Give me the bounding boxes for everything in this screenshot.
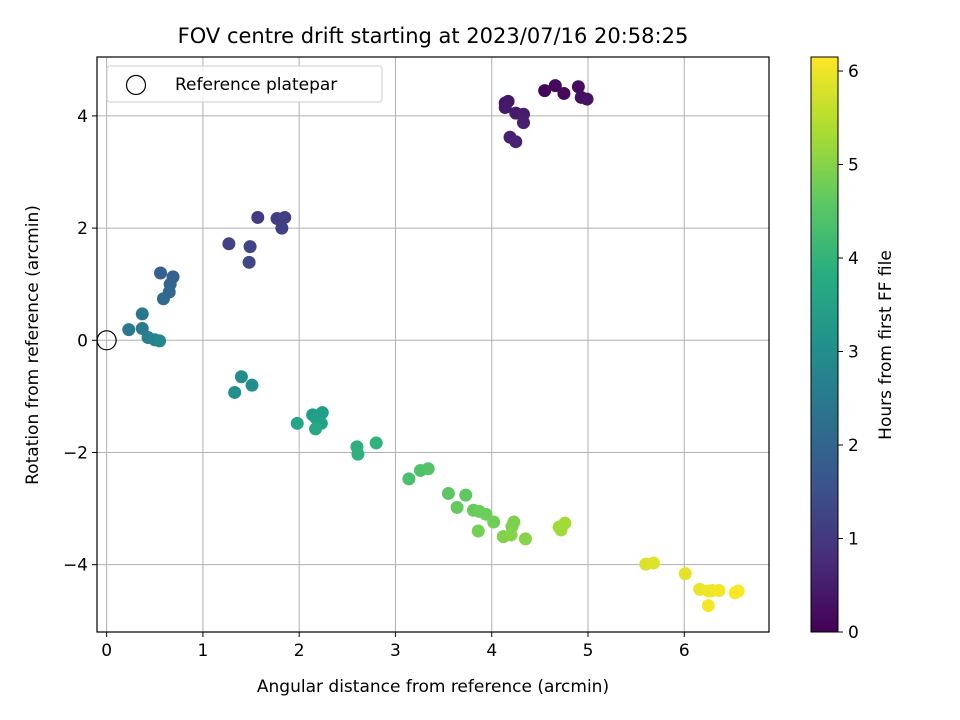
data-point <box>678 567 692 581</box>
x-axis-ticks: 0 1 2 3 4 5 6 <box>101 632 690 661</box>
data-point <box>487 515 501 529</box>
data-point <box>450 500 464 514</box>
data-point <box>518 532 532 546</box>
colorbar-ticks: 0 1 2 3 4 5 6 <box>838 62 859 643</box>
data-point <box>275 221 289 235</box>
data-point <box>228 385 242 399</box>
legend-marker-reference <box>125 74 147 96</box>
data-point <box>290 416 304 430</box>
colorbar-tick-label: 1 <box>848 530 859 550</box>
colorbar: 0 1 2 3 4 5 6 Hours from first FF file <box>810 56 896 643</box>
data-point <box>646 556 660 570</box>
data-point <box>731 584 745 598</box>
colorbar-tick-label: 2 <box>848 436 859 456</box>
data-point <box>507 515 521 529</box>
colorbar-gradient <box>810 56 839 633</box>
data-point <box>234 370 248 384</box>
data-point <box>509 135 523 149</box>
x-tick-label: 3 <box>390 641 401 661</box>
data-point <box>243 240 257 254</box>
x-tick-label: 2 <box>294 641 305 661</box>
x-tick-label: 0 <box>101 641 112 661</box>
data-point <box>222 237 236 251</box>
data-point <box>421 462 435 476</box>
y-axis-ticks: −4 −2 0 2 4 <box>63 107 97 576</box>
data-point <box>548 79 562 93</box>
data-point <box>153 334 167 348</box>
data-point <box>369 436 383 450</box>
data-point <box>538 84 552 98</box>
data-point <box>242 255 256 269</box>
legend: Reference platepar <box>106 65 383 103</box>
data-point <box>459 488 473 502</box>
data-point <box>571 80 585 94</box>
colorbar-tick-label: 4 <box>848 249 859 269</box>
plot-frame <box>96 56 770 633</box>
x-tick-label: 5 <box>583 641 594 661</box>
data-point <box>154 266 168 280</box>
data-point <box>309 422 323 436</box>
data-point <box>245 378 259 392</box>
data-point <box>278 210 292 224</box>
data-point <box>135 307 149 321</box>
data-point <box>504 528 518 542</box>
x-axis-label: Angular distance from reference (arcmin) <box>257 677 609 697</box>
data-point <box>712 583 726 597</box>
y-tick-label: −4 <box>63 556 88 576</box>
colorbar-tick-label: 3 <box>848 343 859 363</box>
scatter-points <box>96 79 745 613</box>
x-tick-label: 1 <box>197 641 208 661</box>
data-point <box>516 116 530 130</box>
y-tick-label: −2 <box>63 443 88 463</box>
data-point <box>471 524 485 538</box>
colorbar-label: Hours from first FF file <box>876 250 896 440</box>
data-point <box>441 486 455 500</box>
data-point <box>122 323 136 337</box>
colorbar-tick-label: 5 <box>848 156 859 176</box>
data-point <box>156 292 170 306</box>
chart-title: FOV centre drift starting at 2023/07/16 … <box>178 24 689 48</box>
legend-box <box>106 65 383 103</box>
colorbar-tick-label: 0 <box>848 623 859 643</box>
data-point <box>251 210 265 224</box>
colorbar-tick-label: 6 <box>848 62 859 82</box>
y-tick-label: 0 <box>77 331 88 351</box>
data-point <box>558 516 572 530</box>
data-point <box>402 472 416 486</box>
grid <box>97 57 769 632</box>
data-point <box>351 447 365 461</box>
x-tick-label: 4 <box>486 641 497 661</box>
x-tick-label: 6 <box>679 641 690 661</box>
data-point <box>557 86 571 100</box>
legend-label-reference: Reference platepar <box>175 75 337 95</box>
data-point <box>701 599 715 613</box>
y-tick-label: 4 <box>77 107 88 127</box>
y-tick-label: 2 <box>77 219 88 239</box>
y-axis-label: Rotation from reference (arcmin) <box>23 205 43 485</box>
data-point <box>498 100 512 114</box>
data-point <box>580 92 594 106</box>
